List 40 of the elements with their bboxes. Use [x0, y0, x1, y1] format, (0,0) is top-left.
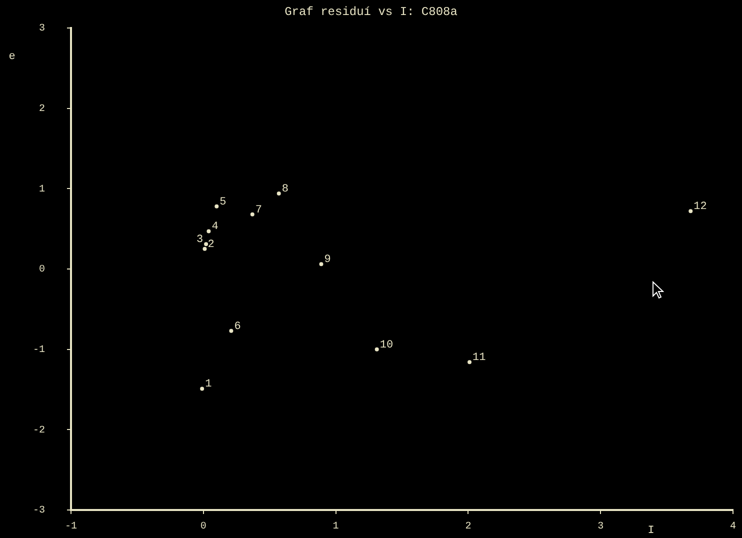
point	[319, 262, 324, 266]
y-tick-label: 0	[38, 264, 45, 276]
annotation: 5	[220, 196, 226, 208]
chart-title: Graf residuí vs I: C808a	[284, 5, 458, 20]
x-tick-label: 3	[598, 522, 604, 533]
point	[214, 204, 219, 208]
y-tick-label: -3	[32, 506, 45, 517]
point	[688, 209, 693, 214]
x-tick-label: 2	[465, 522, 472, 533]
point	[202, 246, 207, 251]
point	[200, 386, 204, 391]
annotation: 6	[234, 320, 241, 333]
x-tick-label: -1	[64, 522, 78, 533]
point	[229, 328, 234, 333]
point	[250, 212, 254, 216]
point	[204, 242, 208, 246]
annotation: 4	[212, 221, 219, 234]
annotation: 7	[255, 204, 262, 216]
y-tick-label: -1	[32, 344, 45, 356]
annotation: 11	[472, 352, 486, 364]
y-tick-label: -2	[32, 425, 45, 436]
x-tick-label: 0	[200, 522, 206, 533]
annotation: 12	[694, 201, 707, 214]
point	[374, 347, 379, 352]
x-tick-label: 1	[332, 522, 339, 533]
annotation: 2	[208, 238, 214, 251]
y-tick-label: 1	[38, 184, 45, 196]
x-tick-label: 4	[730, 522, 736, 533]
annotation: 9	[324, 254, 331, 266]
point	[206, 229, 211, 234]
point	[276, 191, 281, 196]
y-axis-title: e	[8, 50, 16, 63]
point	[468, 360, 472, 364]
annotation: 1	[205, 378, 212, 391]
x-axis-title: I	[648, 524, 654, 537]
y-tick-label: 3	[38, 24, 45, 35]
annotation: 8	[282, 183, 288, 196]
annotation: 10	[380, 339, 394, 352]
y-tick-label: 2	[38, 104, 45, 115]
annotation: 3	[196, 234, 204, 246]
